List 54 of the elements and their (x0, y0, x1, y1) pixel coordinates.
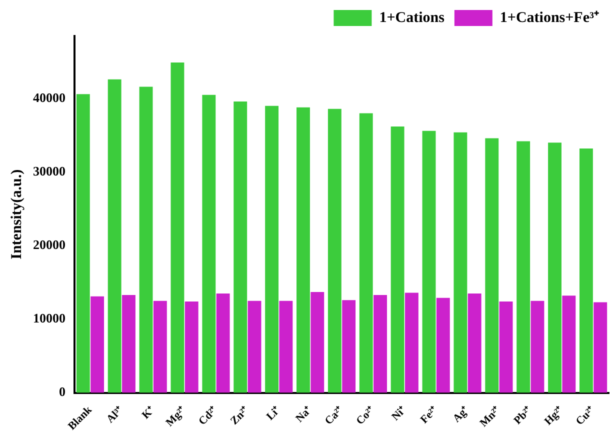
y-axis-title: Intensity(a.u.) (8, 169, 25, 260)
bar (548, 142, 562, 393)
bar (359, 113, 373, 393)
bar (108, 79, 122, 393)
x-tick-label: Ag⁺ (450, 404, 472, 425)
bar (530, 300, 544, 393)
x-tick-label: Al³⁺ (104, 404, 126, 426)
y-tick-label: 0 (59, 384, 66, 400)
bar (248, 300, 262, 393)
x-tick-label: Cu²⁺ (574, 404, 598, 428)
bar (122, 294, 136, 393)
x-tick-label: Ca²⁺ (322, 404, 346, 428)
legend-label: 1+Cations+Fe³⁺ (500, 10, 600, 26)
bar (202, 94, 216, 393)
bar (139, 86, 153, 393)
bar (310, 292, 324, 393)
bar (170, 62, 184, 393)
x-tick-label: Cd²⁺ (196, 404, 220, 428)
x-tick-label: K⁺ (140, 404, 158, 422)
x-tick-label: Fe²⁺ (418, 404, 440, 426)
bar (216, 293, 230, 393)
bar (468, 293, 482, 393)
bar (499, 302, 513, 393)
x-tick-label: Ni⁺ (390, 404, 409, 424)
legend-label: 1+Cations (379, 10, 445, 26)
bar (485, 138, 499, 393)
bar (422, 130, 436, 393)
bar (516, 141, 530, 393)
x-tick-label: Pb²⁺ (512, 404, 535, 427)
bar (342, 300, 356, 393)
bar (184, 302, 198, 393)
bar (374, 294, 387, 393)
bar (279, 300, 293, 393)
bar (436, 298, 450, 393)
bar (296, 107, 310, 393)
bar (390, 126, 404, 393)
bar (153, 300, 167, 393)
y-tick-label: 40000 (33, 90, 66, 105)
y-tick-label: 30000 (33, 163, 66, 178)
bar (562, 296, 576, 393)
bar (90, 296, 104, 393)
y-tick-label: 20000 (33, 237, 66, 252)
bar (594, 302, 608, 393)
bar (76, 94, 90, 393)
y-tick-label: 10000 (33, 310, 66, 326)
x-tick-label: Li⁺ (264, 404, 283, 423)
x-tick-label: Co²⁺ (354, 404, 378, 428)
bar (328, 108, 342, 393)
bar (579, 148, 593, 393)
x-tick-label: Na⁺ (294, 404, 314, 425)
bar (454, 132, 468, 393)
bar (404, 292, 418, 393)
bar (265, 106, 279, 393)
bar (234, 101, 248, 393)
